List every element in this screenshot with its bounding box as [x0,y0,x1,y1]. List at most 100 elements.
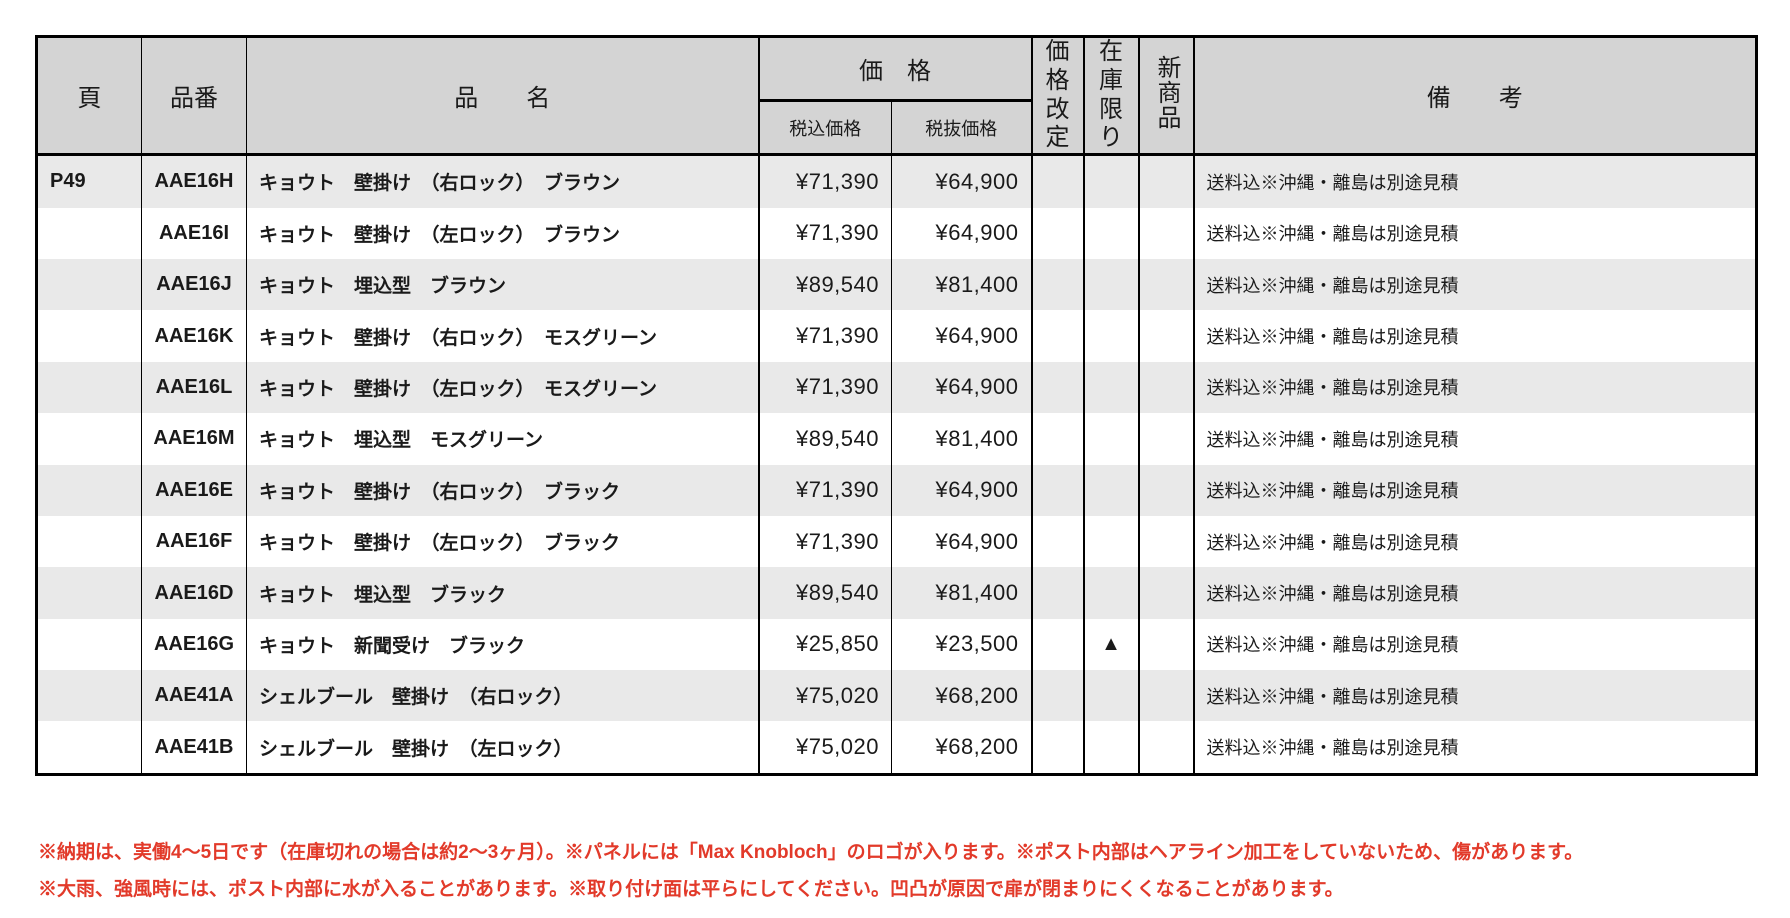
table-row: AAE16M キョウト 埋込型 モスグリーン ¥89,540 ¥81,400 送… [36,413,1757,465]
cell-price-tax-excluded: ¥64,900 [891,207,1032,259]
cell-price-revision [1030,154,1084,208]
cell-part-number: AAE41B [141,721,247,775]
header-price-tax-included: 税込価格 [757,100,892,157]
cell-remarks: 送料込※沖縄・離島は別途見積 [1192,258,1757,311]
cell-price-tax-included: ¥71,390 [757,154,892,208]
cell-page [37,721,142,774]
cell-price-tax-excluded: ¥68,200 [891,670,1032,722]
header-page: 頁 [36,36,142,157]
table-row: AAE16E キョウト 壁掛け （右ロック） ブラック ¥71,390 ¥64,… [36,464,1757,516]
table-header: 頁 品番 品 名 価 格 価格改定 在庫限り 新商品 備 考 税込価格 税抜価格 [36,36,1757,157]
header-new-product: 新商品 [1137,36,1194,157]
footnotes: ※納期は、実働4～5日です（在庫切れの場合は約2～3ヶ月）。※パネルには「Max… [38,834,1768,908]
cell-limited-stock-marker [1082,258,1139,311]
cell-new-product [1137,361,1194,414]
table-row: P49 AAE16H キョウト 壁掛け （右ロック） ブラウン ¥71,390 … [36,154,1757,208]
cell-price-revision [1030,310,1084,362]
cell-limited-stock-marker [1082,413,1139,465]
cell-part-number: AAE41A [141,670,247,722]
cell-part-number: AAE16L [141,361,247,414]
cell-page [37,310,142,361]
cell-price-tax-excluded: ¥81,400 [891,567,1032,619]
cell-part-number: AAE16K [141,310,247,362]
cell-new-product [1137,258,1194,311]
table-row: AAE16J キョウト 埋込型 ブラウン ¥89,540 ¥81,400 送料込… [36,258,1757,311]
table-row: AAE41A シェルブール 壁掛け （右ロック） ¥75,020 ¥68,200… [36,670,1757,722]
cell-limited-stock-marker [1082,670,1139,722]
cell-limited-stock-marker [1082,361,1139,414]
header-new-product-label: 新商品 [1153,54,1180,130]
header-limited-stock: 在庫限り [1082,36,1139,157]
cell-remarks: 送料込※沖縄・離島は別途見積 [1192,413,1757,465]
table-row: AAE16G キョウト 新聞受け ブラック ¥25,850 ¥23,500 ▲ … [36,618,1757,671]
cell-part-number: AAE16M [141,413,247,465]
cell-price-tax-included: ¥25,850 [757,618,892,671]
cell-limited-stock-marker [1082,464,1139,516]
table-row: AAE16I キョウト 壁掛け （左ロック） ブラウン ¥71,390 ¥64,… [36,207,1757,259]
cell-product-name: キョウト 壁掛け （右ロック） ブラック [246,464,759,516]
cell-part-number: AAE16F [141,515,247,568]
cell-product-name: シェルブール 壁掛け （右ロック） [246,670,759,722]
cell-part-number: AAE16D [141,567,247,619]
cell-limited-stock-marker [1082,721,1139,775]
cell-new-product [1137,567,1194,619]
cell-part-number: AAE16H [141,154,247,208]
cell-remarks: 送料込※沖縄・離島は別途見積 [1192,515,1757,568]
cell-price-tax-excluded: ¥81,400 [891,413,1032,465]
cell-page [37,413,142,464]
cell-remarks: 送料込※沖縄・離島は別途見積 [1192,567,1757,619]
cell-remarks: 送料込※沖縄・離島は別途見積 [1192,154,1757,208]
cell-remarks: 送料込※沖縄・離島は別途見積 [1192,721,1757,775]
cell-price-tax-included: ¥71,390 [757,515,892,568]
cell-price-revision [1030,567,1084,619]
table-row: AAE16K キョウト 壁掛け （右ロック） モスグリーン ¥71,390 ¥6… [36,310,1757,362]
cell-price-revision [1030,413,1084,465]
cell-price-tax-excluded: ¥64,900 [891,515,1032,568]
table-row: AAE16D キョウト 埋込型 ブラック ¥89,540 ¥81,400 送料込… [36,567,1757,619]
cell-limited-stock-marker [1082,310,1139,362]
cell-limited-stock-marker [1082,567,1139,619]
cell-price-revision [1030,464,1084,516]
cell-product-name: キョウト 壁掛け （左ロック） ブラウン [246,207,759,259]
cell-page [37,208,142,259]
cell-page [37,362,142,413]
cell-remarks: 送料込※沖縄・離島は別途見積 [1192,310,1757,362]
cell-price-tax-included: ¥89,540 [757,413,892,465]
table-body: P49 AAE16H キョウト 壁掛け （右ロック） ブラウン ¥71,390 … [36,154,1757,775]
cell-price-tax-included: ¥71,390 [757,207,892,259]
footnote-line-2: ※大雨、強風時には、ポスト内部に水が入ることがあります。※取り付け面は平らにして… [38,879,1344,900]
cell-new-product [1137,618,1194,671]
cell-price-tax-excluded: ¥68,200 [891,721,1032,775]
header-part-number: 品番 [141,36,247,157]
price-table: 頁 品番 品 名 価 格 価格改定 在庫限り 新商品 備 考 税込価格 税抜価格… [35,35,1758,776]
cell-part-number: AAE16E [141,464,247,516]
cell-part-number: AAE16I [141,207,247,259]
cell-price-tax-excluded: ¥64,900 [891,361,1032,414]
cell-price-revision [1030,618,1084,671]
cell-remarks: 送料込※沖縄・離島は別途見積 [1192,464,1757,516]
cell-remarks: 送料込※沖縄・離島は別途見積 [1192,361,1757,414]
cell-limited-stock-marker [1082,154,1139,208]
cell-product-name: キョウト 壁掛け （左ロック） ブラック [246,515,759,568]
cell-new-product [1137,515,1194,568]
cell-page [37,516,142,567]
cell-price-revision [1030,258,1084,311]
cell-price-tax-excluded: ¥81,400 [891,258,1032,311]
cell-limited-stock-marker [1082,515,1139,568]
cell-price-revision [1030,207,1084,259]
cell-new-product [1137,413,1194,465]
cell-price-revision [1030,721,1084,775]
cell-price-tax-excluded: ¥64,900 [891,154,1032,208]
header-price-revision: 価格改定 [1030,36,1084,157]
cell-page [37,259,142,310]
cell-product-name: キョウト 壁掛け （右ロック） ブラウン [246,154,759,208]
cell-new-product [1137,154,1194,208]
cell-new-product [1137,721,1194,775]
cell-product-name: キョウト 埋込型 モスグリーン [246,413,759,465]
cell-price-tax-excluded: ¥23,500 [891,618,1032,671]
cell-product-name: キョウト 新聞受け ブラック [246,618,759,671]
cell-new-product [1137,464,1194,516]
header-product-name: 品 名 [246,36,759,157]
cell-page [37,567,142,618]
